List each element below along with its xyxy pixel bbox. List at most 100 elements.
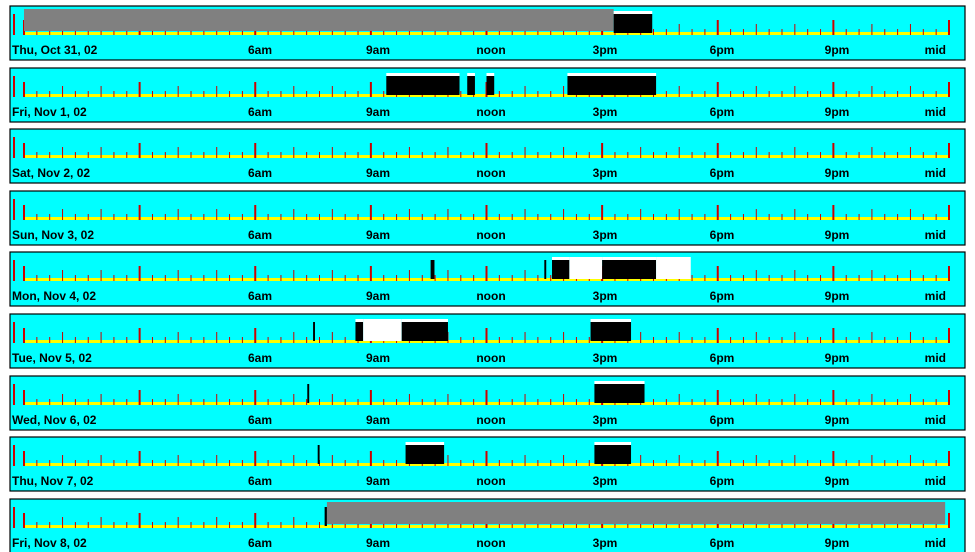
activity-cap bbox=[467, 73, 475, 76]
activity-cap bbox=[386, 73, 460, 76]
tick-label: 6am bbox=[248, 474, 272, 488]
activity-segment-light bbox=[363, 319, 402, 341]
date-label: Tue, Nov 5, 02 bbox=[12, 351, 92, 365]
tick-label: 9am bbox=[366, 536, 390, 550]
tick-label: noon bbox=[476, 289, 505, 303]
tick-label: 6pm bbox=[710, 351, 735, 365]
tick-label: noon bbox=[476, 166, 505, 180]
tick-label: 9am bbox=[366, 351, 390, 365]
tick-label: 3pm bbox=[593, 228, 618, 242]
activity-cap bbox=[613, 11, 653, 14]
activity-segment bbox=[401, 322, 448, 341]
tick-label: 6pm bbox=[710, 474, 735, 488]
activity-segment bbox=[594, 384, 645, 403]
tick-label: mid bbox=[925, 166, 946, 180]
tick-label: mid bbox=[925, 289, 946, 303]
tick-label: 6pm bbox=[710, 43, 735, 57]
activity-segment-light bbox=[656, 257, 691, 279]
activity-cap bbox=[486, 73, 495, 76]
tick-label: mid bbox=[925, 413, 946, 427]
tick-label: 9am bbox=[366, 413, 390, 427]
tick-label: 9pm bbox=[825, 43, 850, 57]
tick-label: 6pm bbox=[710, 289, 735, 303]
day-row: Tue, Nov 5, 02 6am 9am noon 3pm 6pm 9pm mid bbox=[9, 313, 966, 369]
activity-segment bbox=[467, 76, 475, 95]
day-row: Thu, Nov 7, 02 6am 9am noon 3pm 6pm 9pm mid bbox=[9, 436, 966, 492]
activity-segment bbox=[602, 260, 657, 279]
activity-segment bbox=[317, 445, 320, 464]
tick-label: mid bbox=[925, 43, 946, 57]
date-label: Fri, Nov 1, 02 bbox=[12, 105, 87, 119]
tick-label: mid bbox=[925, 228, 946, 242]
tick-label: noon bbox=[476, 413, 505, 427]
tick-label: 9pm bbox=[825, 105, 850, 119]
activity-cap bbox=[590, 319, 632, 322]
tick-label: mid bbox=[925, 536, 946, 550]
tick-label: 9am bbox=[366, 228, 390, 242]
activity-cap bbox=[552, 257, 570, 260]
tick-label: 9pm bbox=[825, 536, 850, 550]
tick-label: 6am bbox=[248, 228, 272, 242]
date-label: Wed, Nov 6, 02 bbox=[12, 413, 97, 427]
activity-cap bbox=[602, 257, 657, 260]
activity-segment bbox=[324, 507, 327, 526]
activity-cap bbox=[594, 381, 645, 384]
tick-label: 6am bbox=[248, 413, 272, 427]
day-row: Sat, Nov 2, 02 6am 9am noon 3pm 6pm 9pm mid bbox=[9, 128, 966, 184]
date-label: Sat, Nov 2, 02 bbox=[12, 166, 90, 180]
tick-label: 6am bbox=[248, 105, 272, 119]
tick-label: 6pm bbox=[710, 536, 735, 550]
date-label: Thu, Nov 7, 02 bbox=[12, 474, 94, 488]
tick-label: mid bbox=[925, 105, 946, 119]
day-row: Mon, Nov 4, 02 6am 9am noon 3pm 6pm 9pm mid bbox=[9, 251, 966, 307]
tick-label: 9am bbox=[366, 105, 390, 119]
activity-segment bbox=[307, 384, 310, 403]
date-label: Fri, Nov 8, 02 bbox=[12, 536, 87, 550]
tick-label: 6pm bbox=[710, 413, 735, 427]
day-row: Thu, Oct 31, 02 6am 9am noon 3pm 6pm 9pm mid bbox=[9, 5, 966, 61]
activity-cap bbox=[594, 442, 632, 445]
tick-label: 6am bbox=[248, 351, 272, 365]
tick-label: 9pm bbox=[825, 289, 850, 303]
activity-segment bbox=[486, 76, 495, 95]
day-row: Sun, Nov 3, 02 6am 9am noon 3pm 6pm 9pm mid bbox=[9, 190, 966, 246]
tick-label: 6am bbox=[248, 536, 272, 550]
tick-label: noon bbox=[476, 105, 505, 119]
activity-segment bbox=[613, 14, 653, 33]
tick-label: 6am bbox=[248, 166, 272, 180]
day-row: Wed, Nov 6, 02 6am 9am noon 3pm 6pm 9pm mid bbox=[9, 375, 966, 431]
tick-label: 3pm bbox=[593, 536, 618, 550]
activity-segment bbox=[313, 322, 315, 341]
tick-label: 9pm bbox=[825, 351, 850, 365]
tick-label: 9pm bbox=[825, 413, 850, 427]
tick-label: 9pm bbox=[825, 474, 850, 488]
activity-segment bbox=[405, 445, 445, 464]
date-label: Thu, Oct 31, 02 bbox=[12, 43, 98, 57]
tick-label: 6pm bbox=[710, 166, 735, 180]
tick-label: noon bbox=[476, 43, 505, 57]
activity-cap bbox=[401, 319, 448, 322]
tick-label: 9am bbox=[366, 474, 390, 488]
tick-label: 3pm bbox=[593, 474, 618, 488]
activity-segment bbox=[544, 260, 547, 279]
tick-label: noon bbox=[476, 536, 505, 550]
day-row: Fri, Nov 1, 02 6am 9am noon 3pm 6pm 9pm mid bbox=[9, 67, 966, 123]
tick-label: 6am bbox=[248, 289, 272, 303]
tick-label: 6pm bbox=[710, 105, 735, 119]
tick-label: 3pm bbox=[593, 166, 618, 180]
activity-cap bbox=[355, 319, 364, 322]
tick-label: 6pm bbox=[710, 228, 735, 242]
unknown-segment bbox=[326, 502, 946, 524]
activity-cap bbox=[567, 73, 657, 76]
tick-label: 9am bbox=[366, 166, 390, 180]
tick-label: 9pm bbox=[825, 166, 850, 180]
activity-segment bbox=[594, 445, 632, 464]
activity-cap bbox=[405, 442, 445, 445]
tick-label: 3pm bbox=[593, 105, 618, 119]
tick-label: 3pm bbox=[593, 43, 618, 57]
activity-segment bbox=[590, 322, 632, 341]
activity-segment bbox=[430, 260, 435, 279]
day-row: Fri, Nov 8, 02 6am 9am noon 3pm 6pm 9pm mid bbox=[9, 498, 966, 552]
tick-label: mid bbox=[925, 474, 946, 488]
